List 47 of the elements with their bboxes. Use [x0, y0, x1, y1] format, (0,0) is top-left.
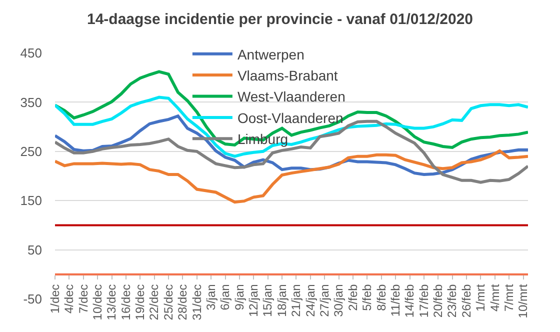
x-tick-label: 13/dec	[104, 284, 119, 320]
x-tick-label: 8/feb	[374, 284, 388, 311]
x-tick-label: 15/jan	[260, 284, 275, 317]
x-tick-label: 4/mrt	[488, 284, 502, 312]
legend-label: West-Vlaanderen	[237, 88, 346, 105]
x-tick-label: 14/feb	[402, 284, 417, 318]
legend-label: Antwerpen	[237, 46, 304, 62]
x-tick-label: 7/dec	[76, 284, 90, 314]
x-tick-label: 2/feb	[346, 284, 360, 311]
x-tick-label: 22/dec	[147, 284, 162, 320]
x-tick-label: 28/dec	[176, 284, 190, 320]
x-tick-label: 1/dec	[48, 284, 62, 314]
x-tick-label: 27/jan	[318, 284, 332, 317]
x-tick-label: 11/feb	[388, 284, 402, 317]
legend-label: Oost-Vlaanderen	[237, 110, 344, 126]
y-tick-label: 250	[20, 144, 42, 159]
x-tick-label: 21/jan	[289, 284, 304, 317]
x-tick-label: 24/jan	[303, 284, 318, 317]
x-tick-label: 30/jan	[332, 284, 346, 317]
y-tick-label: 450	[20, 46, 42, 61]
x-tick-label: 16/dec	[118, 284, 133, 320]
x-tick-label: 31/dec	[190, 284, 204, 320]
chart-title: 14-daagse incidentie per provincie - vanaf 01/012/2020	[86, 10, 474, 28]
y-tick-label: 350	[20, 94, 42, 110]
y-tick-label: -50	[23, 292, 42, 307]
x-tick-label: 7/mrt	[502, 284, 516, 312]
x-tick-label: 10/mrt	[516, 284, 530, 318]
x-tick-label: 9/jan	[232, 284, 246, 310]
x-tick-label: 17/feb	[416, 284, 431, 318]
legend-label: Vlaams-Brabant	[237, 68, 338, 84]
x-tick-label: 6/jan	[218, 284, 232, 310]
x-tick-label: 5/feb	[360, 284, 374, 311]
y-tick-label: 150	[20, 193, 42, 208]
x-tick-label: 18/jan	[274, 284, 289, 317]
x-tick-label: 1/mrt	[474, 284, 488, 312]
x-tick-label: 10/dec	[90, 284, 104, 320]
line-series	[55, 70, 528, 149]
x-tick-label: 3/jan	[204, 284, 218, 310]
x-tick-label: 19/dec	[133, 284, 148, 320]
x-tick-label: 25/dec	[161, 284, 176, 320]
y-tick-label: 50	[28, 242, 42, 258]
x-tick-label: 20/feb	[431, 284, 446, 318]
line-series	[55, 149, 528, 204]
x-tick-label: 4/dec	[62, 284, 76, 314]
x-tick-label: 26/feb	[459, 284, 474, 318]
x-tick-label: 23/feb	[445, 284, 460, 318]
x-tick-label: 12/jan	[246, 284, 261, 317]
